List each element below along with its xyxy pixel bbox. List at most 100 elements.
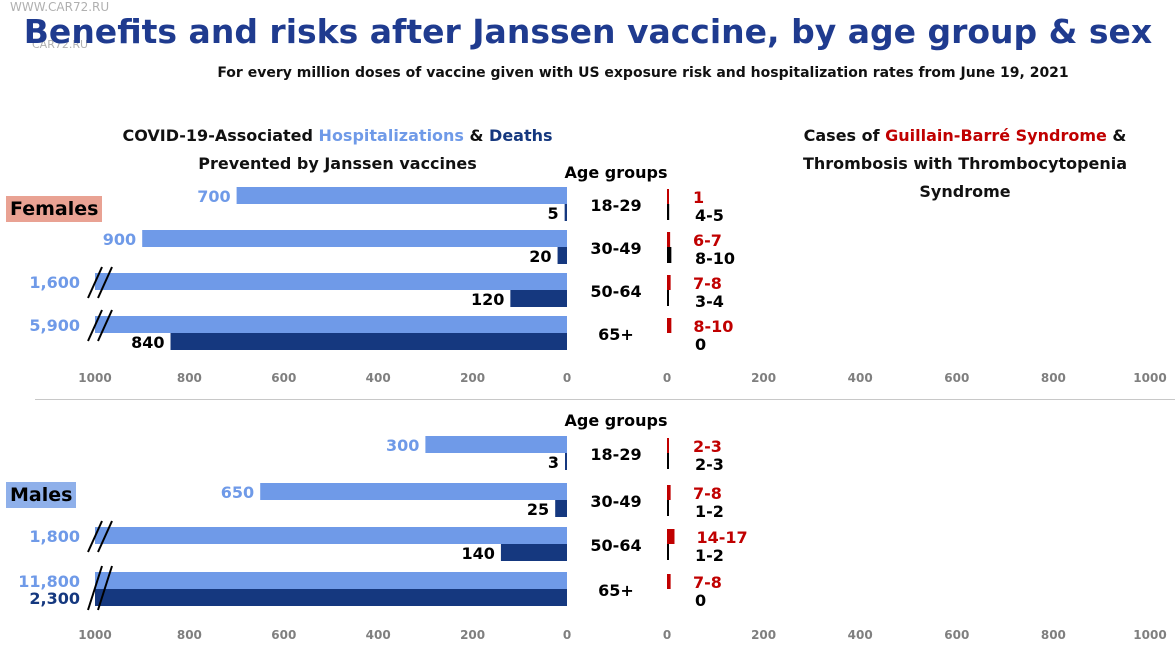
females-hosp-label-30-49: 900	[103, 230, 136, 249]
females-tts-bar-30-49	[667, 247, 672, 263]
females-death-label-18-29: 5	[547, 204, 558, 223]
males-death-label-65+: 2,300	[29, 589, 80, 608]
females-benefits-tick-200: 200	[460, 371, 485, 385]
males-age-65+: 65+	[598, 581, 634, 600]
males-hosp-label-50-64: 1,800	[29, 527, 80, 546]
females-hosp-label-18-29: 700	[197, 187, 230, 206]
males-tts-label-30-49: 1-2	[695, 502, 724, 521]
males-risks-tick-600: 600	[944, 628, 969, 642]
females-tts-bar-18-29	[667, 204, 670, 220]
males-benefits-tick-200: 200	[460, 628, 485, 642]
males-label: Males	[6, 482, 77, 508]
males-age-50-64: 50-64	[590, 536, 641, 555]
males-break-mark-b-50-64	[97, 520, 113, 553]
males-hosp-bar-18-29	[425, 436, 567, 453]
males-death-bar-65+	[95, 589, 567, 606]
females-tts-bar-50-64	[667, 290, 669, 306]
females-death-label-30-49: 20	[529, 247, 551, 266]
males-tts-bar-18-29	[667, 453, 669, 469]
ampersand: &	[463, 126, 490, 145]
risks-heading: Cases of Guillain-Barré Syndrome & Throm…	[765, 122, 1165, 206]
females-benefits-tick-400: 400	[366, 371, 391, 385]
females-death-bar-65+	[170, 333, 567, 350]
females-hosp-bar-50-64	[95, 273, 567, 290]
females-hosp-bar-65+	[95, 316, 567, 333]
males-break-mark-b-65+	[97, 565, 113, 611]
males-gbs-label-30-49: 7-8	[693, 484, 722, 503]
hospitalizations-word: Hospitalizations	[318, 126, 464, 145]
females-tts-label-18-29: 4-5	[695, 206, 724, 225]
males-gbs-bar-65+	[667, 574, 671, 589]
males-death-bar-18-29	[565, 453, 567, 470]
males-benefits-tick-0: 0	[563, 628, 571, 642]
benefits-heading: COVID-19-Associated Hospitalizations & D…	[85, 122, 590, 178]
females-death-label-50-64: 120	[471, 290, 504, 309]
males-death-label-50-64: 140	[462, 544, 495, 563]
males-hosp-label-65+: 11,800	[18, 572, 80, 591]
males-hosp-bar-50-64	[95, 527, 567, 544]
females-break-mark-a-50-64	[87, 266, 103, 299]
benefits-heading-prefix: COVID-19-Associated	[122, 126, 319, 145]
females-age-groups-label: Age groups	[565, 163, 668, 182]
deaths-word: Deaths	[489, 126, 553, 145]
females-gbs-label-65+: 8-10	[693, 317, 733, 336]
females-gbs-bar-30-49	[667, 232, 671, 247]
females-gbs-label-50-64: 7-8	[693, 274, 722, 293]
females-tts-label-50-64: 3-4	[695, 292, 724, 311]
females-hosp-bar-30-49	[142, 230, 567, 247]
page-title: Benefits and risks after Janssen vaccine…	[23, 12, 1153, 51]
females-benefits-tick-600: 600	[271, 371, 296, 385]
males-hosp-label-18-29: 300	[386, 436, 419, 455]
risks-heading-line1: Cases of Guillain-Barré Syndrome &	[765, 122, 1165, 150]
females-hosp-bar-18-29	[236, 187, 567, 204]
males-risks-tick-1000: 1000	[1133, 628, 1166, 642]
males-benefits-tick-1000: 1000	[78, 628, 111, 642]
females-gbs-bar-50-64	[667, 275, 671, 290]
females-break-mark-b-50-64	[97, 266, 113, 299]
males-hosp-label-30-49: 650	[221, 483, 254, 502]
females-risks-tick-200: 200	[751, 371, 776, 385]
females-hosp-label-65+: 5,900	[29, 316, 80, 335]
benefits-heading-line2: Prevented by Janssen vaccines	[198, 154, 477, 173]
males-risks-tick-200: 200	[751, 628, 776, 642]
males-hosp-bar-30-49	[260, 483, 567, 500]
males-gbs-bar-18-29	[667, 438, 669, 453]
males-break-mark-a-65+	[87, 565, 103, 611]
females-break-mark-b-65+	[97, 309, 113, 342]
panel-divider	[35, 399, 1175, 400]
males-death-bar-50-64	[500, 544, 567, 561]
males-gbs-label-65+: 7-8	[693, 573, 722, 592]
males-risks-tick-0: 0	[663, 628, 671, 642]
males-break-mark-a-50-64	[87, 520, 103, 553]
watermark: WWW.CAR72.RU	[10, 0, 110, 14]
males-age-18-29: 18-29	[590, 445, 641, 464]
males-risks-tick-800: 800	[1041, 628, 1066, 642]
males-benefits-tick-400: 400	[366, 628, 391, 642]
females-tts-label-65+: 0	[695, 335, 706, 354]
benefits-heading-line1: COVID-19-Associated Hospitalizations & D…	[85, 122, 590, 150]
males-tts-label-18-29: 2-3	[695, 455, 724, 474]
males-death-bar-30-49	[555, 500, 567, 517]
females-age-30-49: 30-49	[590, 239, 641, 258]
females-age-65+: 65+	[598, 325, 634, 344]
males-death-label-30-49: 25	[527, 500, 549, 519]
males-benefits-tick-800: 800	[177, 628, 202, 642]
risks-heading-line3: Syndrome	[919, 182, 1011, 201]
females-benefits-tick-800: 800	[177, 371, 202, 385]
females-benefits-tick-0: 0	[563, 371, 571, 385]
females-age-18-29: 18-29	[590, 196, 641, 215]
males-benefits-tick-600: 600	[271, 628, 296, 642]
females-hosp-label-50-64: 1,600	[29, 273, 80, 292]
males-gbs-bar-30-49	[667, 485, 671, 500]
males-age-30-49: 30-49	[590, 492, 641, 511]
females-risks-tick-1000: 1000	[1133, 371, 1166, 385]
males-gbs-bar-50-64	[667, 529, 675, 544]
males-hosp-bar-65+	[95, 572, 567, 589]
males-age-groups-label: Age groups	[565, 411, 668, 430]
females-death-bar-18-29	[564, 204, 567, 221]
females-death-label-65+: 840	[131, 333, 164, 352]
males-tts-bar-30-49	[667, 500, 669, 516]
females-gbs-label-18-29: 1	[693, 188, 704, 207]
females-death-bar-30-49	[557, 247, 567, 264]
